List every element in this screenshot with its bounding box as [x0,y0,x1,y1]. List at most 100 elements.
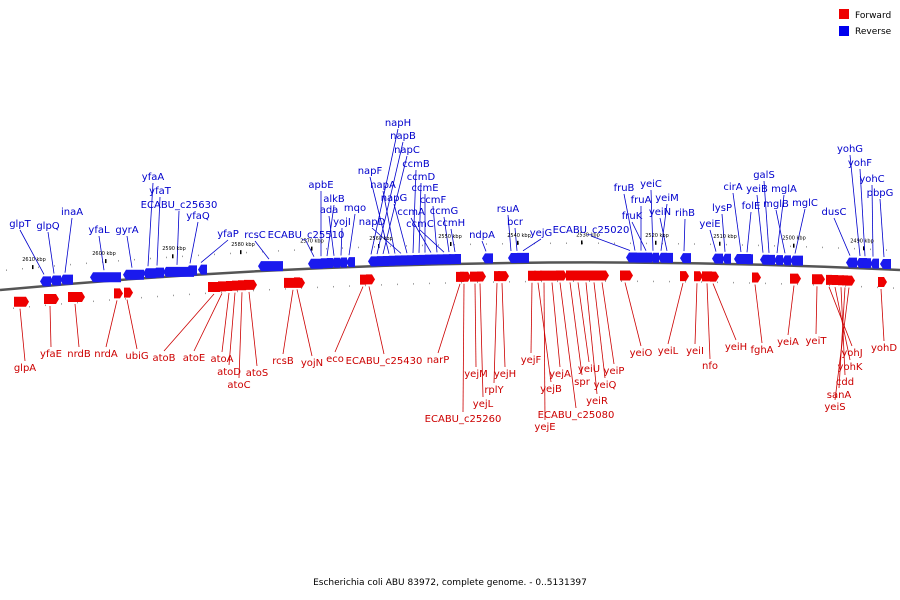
gene-arrow-ccmg [446,254,455,265]
scale-tick [765,282,766,285]
leader-line [849,154,861,257]
leader-line [474,283,477,368]
gene-label-ndpa: ndpA [469,230,495,241]
leader-line [660,203,668,251]
gene-label-atob: atoB [152,353,175,364]
leader-line [419,229,445,253]
scale-tick [797,283,798,286]
scale-tick [141,296,142,299]
scale-tick [870,248,871,251]
scale-tick [829,284,830,287]
leader-line [559,282,577,409]
scale-tick [413,283,414,285]
scale-tick [701,281,702,283]
gene-label-rcsb: rcsB [272,356,294,367]
gene-label-gyra: gyrA [115,225,138,236]
gene-label-rsua: rsuA [497,204,520,215]
leader-line [834,287,850,401]
leader-line [105,300,118,348]
scale-tick [774,245,775,247]
leader-line [787,285,795,336]
scale-tick [22,267,23,270]
gene-arrow-pbpg [880,259,891,270]
gene-arrow-yeia [790,273,801,284]
scale-tick [790,245,791,248]
gene-arrow-yeih [710,271,719,282]
gene-label-napa: napA [370,180,396,191]
gene-label-yohd: yohD [871,343,897,354]
gene-arrow-yeis [846,275,855,286]
gene-arrow-yfaa [143,268,156,279]
scale-tick [173,294,174,297]
gene-label-fole: folE [742,201,761,212]
gene-label-glpa: glpA [14,363,36,374]
gene-arrow-nrda [114,288,123,299]
gene-label-yohf: yohF [848,158,872,169]
scale-tick [669,280,670,283]
leader-line [369,176,390,254]
major-tick [863,246,865,251]
leader-line [828,286,853,347]
gene-label-yeis: yeiS [824,402,845,413]
gene-arrow-yeic [650,252,659,263]
gene-arrow-mglb [782,255,791,266]
leader-line [147,182,154,267]
scale-tick [118,260,119,262]
leader-line [694,283,698,345]
gene-label-inaa: inaA [61,207,83,218]
leader-line [840,287,846,376]
scale-tick [838,247,839,249]
gene-label-yeje: yejE [534,422,555,433]
leader-line [859,168,866,257]
gene-arrow-nrdb [68,292,85,303]
gene-label-yohj: yohJ [841,348,862,359]
scale-tick [358,246,359,249]
kbp-label: 2600 kbp [92,251,116,257]
leader-line [98,235,105,271]
scale-tick [365,284,366,287]
leader-line [754,284,763,344]
leader-line [19,308,26,362]
tick-marks [6,240,894,309]
leader-line [47,231,55,274]
scale-tick [685,281,686,283]
gene-label-napc: napC [394,145,420,156]
kbp-label: 2590 kbp [162,246,186,252]
leader-line [193,293,223,352]
scale-tick [374,246,375,248]
gene-label-ecabu_c25020: ECABU_c25020 [553,225,630,236]
major-tick [172,254,174,259]
gene-label-mglc: mglC [792,198,818,209]
gene-arrow-yeip [598,270,609,281]
leader-line [794,208,806,254]
gene-label-yeio: yeiO [630,348,653,359]
gene-label-yeii: yeiI [686,346,704,357]
gene-label-lysp: lysP [712,203,732,214]
gene-arrow-ecabu_c25430 [366,274,375,285]
kbp-label: 2610 kbp [22,257,46,263]
scale-tick [589,280,590,282]
gene-arrow-ccme [422,254,431,265]
scale-tick [429,282,430,285]
gene-label-ecabu_c25630: ECABU_c25630 [141,200,218,211]
leader-line [200,239,229,263]
scale-tick [694,243,695,245]
leader-line [569,282,583,376]
leader-line [126,299,138,350]
gene-label-yfal: yfaL [88,225,110,236]
scale-tick [877,286,878,289]
leader-line [305,240,315,257]
leader-line [815,286,818,335]
leader-line [437,283,461,354]
scale-tick [93,300,94,303]
leader-line [462,283,465,413]
leader-line [368,286,385,355]
scale-tick [253,289,254,292]
gene-label-yejf: yejF [521,355,542,366]
leader-line [507,214,512,252]
scale-tick [813,284,814,286]
leader-line [382,190,396,254]
gene-label-cira: cirA [723,182,742,193]
gene-arrow-yoji [338,257,347,268]
leader-line [49,306,52,348]
